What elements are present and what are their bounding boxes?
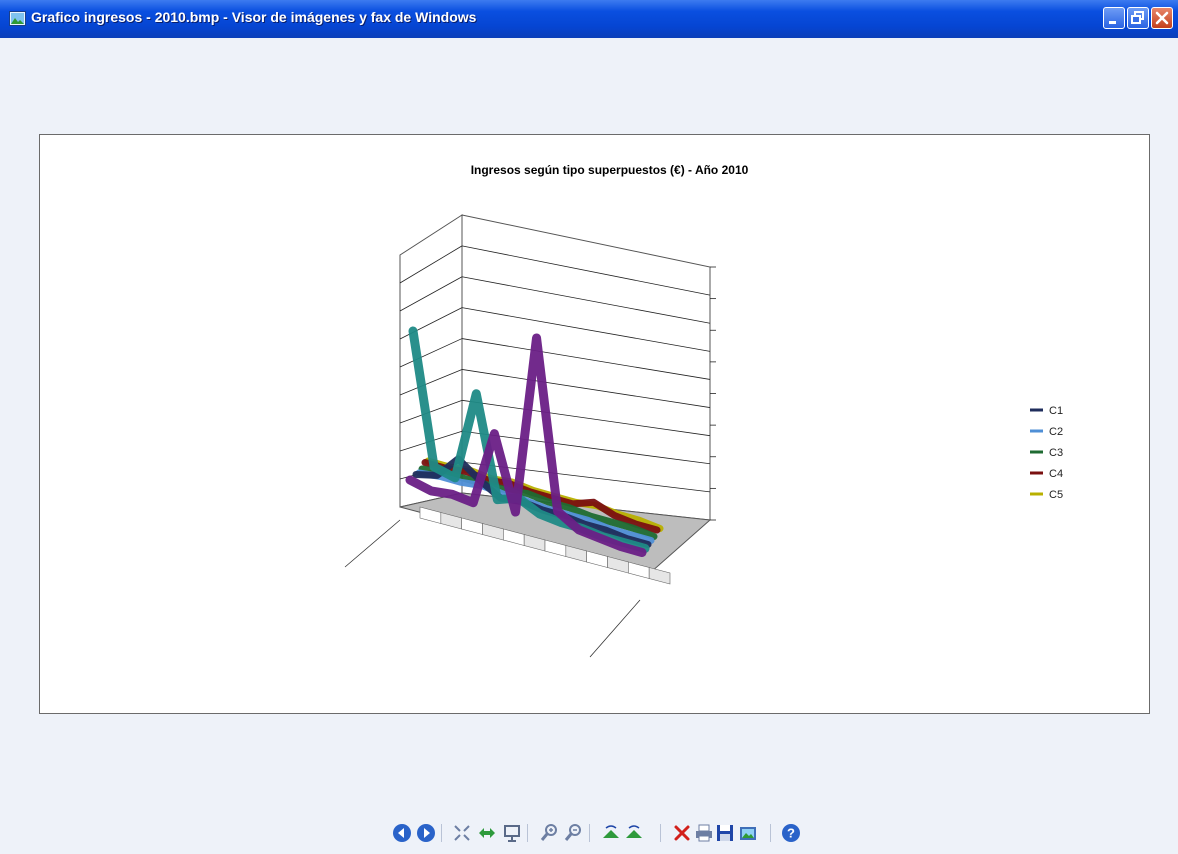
minimize-button[interactable] (1103, 7, 1125, 29)
base-cell (648, 567, 671, 585)
toolbar-separator (589, 824, 590, 842)
rotate-counterclockwise-button[interactable] (623, 822, 645, 844)
restore-icon (1131, 11, 1144, 24)
toolbar-separator (527, 824, 528, 842)
toolbar-separator (441, 824, 442, 842)
slideshow-icon (504, 825, 520, 842)
gridline (399, 369, 463, 396)
save-button[interactable] (714, 822, 736, 844)
chart-title: Ingresos según tipo superpuestos (€) - A… (470, 163, 749, 177)
gridline (461, 338, 711, 380)
zoom-out-icon (564, 824, 581, 841)
next-image-button[interactable] (415, 822, 437, 844)
legend-label: C3 (1049, 447, 1063, 459)
save-icon (717, 825, 733, 841)
gridline (461, 307, 711, 352)
zoom-out-button[interactable] (562, 822, 584, 844)
next-image-icon (417, 824, 435, 842)
slideshow-button[interactable] (501, 822, 523, 844)
previous-image-button[interactable] (391, 822, 413, 844)
chart-3d-line: C1 C2 C3 C4 C5 (344, 214, 1063, 658)
zoom-in-icon (540, 824, 557, 841)
legend-label: C1 (1049, 405, 1063, 417)
zoom-in-button[interactable] (538, 822, 560, 844)
title-bar[interactable]: Grafico ingresos - 2010.bmp - Visor de i… (0, 0, 1178, 38)
image-display: Ingresos según tipo superpuestos (€) - A… (39, 134, 1150, 714)
rotate-clockwise-icon (603, 825, 619, 838)
picture-viewer-icon (9, 11, 26, 26)
previous-image-icon (393, 824, 411, 842)
leader-line (344, 519, 401, 568)
toolbar-separator (660, 824, 661, 842)
best-fit-button[interactable] (451, 822, 473, 844)
legend-label: C4 (1049, 468, 1063, 480)
series-line-C3 (418, 465, 658, 540)
open-in-editor-icon (740, 827, 756, 840)
delete-button[interactable] (671, 822, 693, 844)
gridline (399, 276, 463, 312)
close-icon (1155, 11, 1169, 25)
rotate-counterclockwise-icon (626, 825, 642, 838)
best-fit-icon (454, 825, 470, 841)
minimize-icon (1109, 21, 1116, 24)
print-icon (696, 824, 712, 842)
legend-label: C2 (1049, 426, 1063, 438)
series-line-C4 (421, 459, 661, 534)
rotate-clockwise-button[interactable] (600, 822, 622, 844)
gridline (399, 338, 463, 368)
back-wall (461, 214, 711, 521)
viewer-toolbar: ? (0, 818, 1178, 854)
gridline (461, 276, 711, 324)
open-in-editor-button[interactable] (737, 822, 759, 844)
restore-button[interactable] (1127, 7, 1149, 29)
leader-line (589, 599, 641, 658)
series-line-extra-6 (405, 333, 647, 557)
gridline (461, 430, 711, 465)
svg-text:?: ? (787, 826, 795, 841)
gridline (461, 399, 711, 437)
actual-size-button[interactable] (476, 822, 498, 844)
actual-size-icon (479, 828, 495, 838)
window-title: Grafico ingresos - 2010.bmp - Visor de i… (31, 9, 477, 25)
help-button[interactable]: ? (780, 822, 802, 844)
delete-icon (674, 825, 690, 841)
print-button[interactable] (693, 822, 715, 844)
help-icon: ? (782, 824, 800, 842)
gridline (399, 399, 463, 424)
toolbar-separator (770, 824, 771, 842)
gridline (461, 245, 711, 296)
close-button[interactable] (1151, 7, 1173, 29)
gridline (461, 369, 711, 408)
gridline (399, 245, 463, 284)
legend-label: C5 (1049, 489, 1063, 501)
